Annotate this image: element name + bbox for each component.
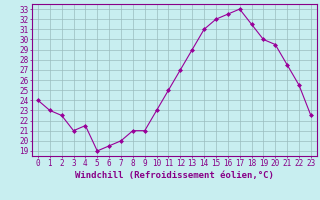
X-axis label: Windchill (Refroidissement éolien,°C): Windchill (Refroidissement éolien,°C) — [75, 171, 274, 180]
